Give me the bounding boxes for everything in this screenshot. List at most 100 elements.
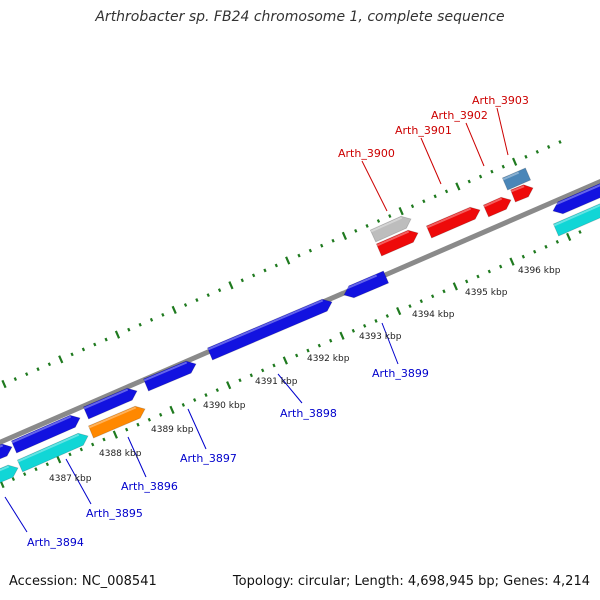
minor-tick xyxy=(320,243,324,248)
reverse-gene-label: Arth_3895 xyxy=(86,507,143,520)
minor-tick xyxy=(13,377,17,381)
minor-tick xyxy=(433,194,437,199)
scale-tick-label: 4389 kbp xyxy=(151,425,194,435)
major-tick xyxy=(512,157,518,166)
gene-arrow xyxy=(82,387,138,420)
minor-tick xyxy=(499,264,503,269)
minor-tick xyxy=(136,422,140,427)
scale-tick-label: 4392 kbp xyxy=(307,354,350,364)
gene-arrow xyxy=(550,183,600,215)
major-tick xyxy=(169,405,175,414)
minor-tick xyxy=(533,249,537,254)
gene-arrow xyxy=(206,298,333,361)
gene-arrow xyxy=(10,414,81,454)
minor-tick xyxy=(102,437,106,442)
minor-tick xyxy=(308,248,313,253)
minor-tick xyxy=(442,289,446,294)
minor-tick xyxy=(204,393,208,397)
major-tick xyxy=(56,455,62,464)
minor-tick xyxy=(34,467,38,472)
minor-tick xyxy=(385,314,389,318)
scale-tick-label: 4390 kbp xyxy=(203,401,246,411)
minor-tick xyxy=(238,378,242,383)
major-tick xyxy=(171,305,177,315)
minor-tick xyxy=(422,199,426,204)
minor-tick xyxy=(419,299,423,304)
gene-box xyxy=(501,167,532,191)
outer-tick-marks xyxy=(1,140,562,389)
minor-tick xyxy=(93,342,97,347)
minor-tick xyxy=(306,348,310,353)
forward-gene-label: Arth_3902 xyxy=(431,109,488,122)
major-tick xyxy=(452,282,458,291)
gene-arrow xyxy=(142,360,197,392)
minor-tick xyxy=(249,373,253,378)
minor-tick xyxy=(272,363,276,368)
major-tick xyxy=(112,430,118,439)
minor-tick xyxy=(215,388,219,393)
minor-tick xyxy=(431,294,435,299)
minor-tick xyxy=(524,154,528,159)
reverse-gene-label: Arth_3898 xyxy=(280,407,337,420)
minor-tick xyxy=(297,253,301,258)
forward-gene-label: Arth_3901 xyxy=(395,124,452,137)
minor-tick xyxy=(410,204,415,209)
scale-tick-label: 4394 kbp xyxy=(412,310,455,320)
forward-gene-label: Arth_3903 xyxy=(472,94,529,107)
minor-tick xyxy=(476,274,480,279)
sequence-summary-text: Topology: circular; Length: 4,698,945 bp… xyxy=(232,574,590,589)
minor-tick xyxy=(195,298,199,302)
major-tick xyxy=(282,356,288,365)
major-tick xyxy=(114,330,121,339)
leader-line xyxy=(4,496,28,533)
minor-tick xyxy=(183,303,188,307)
minor-tick xyxy=(217,288,222,293)
gene-arrow xyxy=(425,206,481,239)
major-tick xyxy=(1,379,7,389)
minor-tick xyxy=(251,273,256,278)
gene-arrow xyxy=(482,196,512,218)
minor-tick xyxy=(193,398,197,402)
reverse-gene-label: Arth_3894 xyxy=(27,536,84,549)
minor-tick xyxy=(444,189,449,194)
scale-tick-label: 4388 kbp xyxy=(99,449,142,459)
minor-tick xyxy=(478,174,483,179)
minor-tick xyxy=(535,149,539,154)
minor-tick xyxy=(408,304,412,309)
gene-features xyxy=(0,167,600,484)
leader-line xyxy=(127,436,147,478)
minor-tick xyxy=(547,145,551,149)
minor-tick xyxy=(47,362,52,367)
minor-tick xyxy=(23,472,27,477)
leader-line xyxy=(361,160,388,212)
major-tick xyxy=(455,182,461,191)
accession-text: Accession: NC_008541 xyxy=(9,574,157,589)
minor-tick xyxy=(91,442,95,447)
minor-tick xyxy=(351,328,355,333)
minor-tick xyxy=(206,293,210,298)
minor-tick xyxy=(374,319,378,323)
minor-tick xyxy=(363,323,367,328)
minor-tick xyxy=(11,477,15,481)
reverse-gene-label: Arth_3897 xyxy=(180,452,237,465)
gene-arrow xyxy=(341,270,390,299)
scale-tick-labels: 4387 kbp 4388 kbp 4389 kbp 4390 kbp 4391 kbp… xyxy=(49,266,561,484)
minor-tick xyxy=(521,254,525,259)
map-title: Arthrobacter sp. FB24 chromosome 1, comp… xyxy=(95,9,505,25)
minor-tick xyxy=(261,368,265,373)
leader-line xyxy=(277,373,303,404)
minor-tick xyxy=(36,367,40,372)
minor-tick xyxy=(125,427,129,432)
label-leader-lines xyxy=(4,107,509,533)
leader-line xyxy=(381,322,399,365)
minor-tick xyxy=(578,230,582,234)
inner-tick-marks xyxy=(0,230,582,489)
scale-tick-label: 4387 kbp xyxy=(49,474,92,484)
major-tick xyxy=(228,281,234,290)
minor-tick xyxy=(487,269,491,274)
minor-tick xyxy=(68,452,72,457)
minor-tick xyxy=(159,412,163,417)
major-tick xyxy=(509,257,515,266)
minor-tick xyxy=(544,244,548,249)
